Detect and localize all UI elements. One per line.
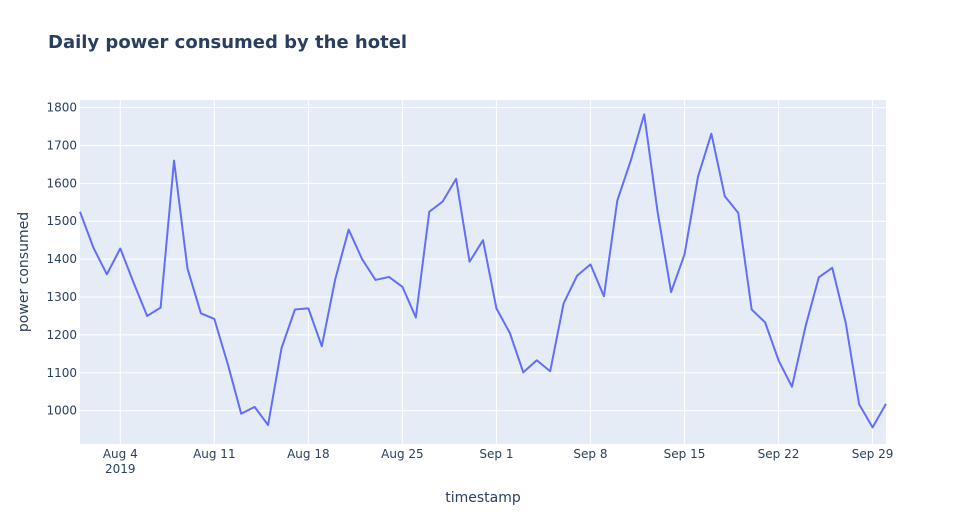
x-tick-label: Sep 15 — [664, 447, 706, 461]
y-tick-label: 1200 — [46, 328, 77, 342]
y-tick-label: 1700 — [46, 138, 77, 152]
plot-area — [80, 100, 886, 444]
y-tick-label: 1800 — [46, 101, 77, 115]
y-tick-label: 1300 — [46, 290, 77, 304]
y-axis-ticks: 1000 1100 1200 1300 1400 1500 1600 1700 1800 — [46, 101, 77, 418]
x-tick-label: Aug 11 — [193, 447, 236, 461]
x-tick-label: Sep 29 — [852, 447, 894, 461]
x-tick-label: Aug 25 — [381, 447, 424, 461]
series-line — [79, 113, 887, 429]
x-tick-label: Sep 1 — [479, 447, 513, 461]
y-tick-label: 1100 — [46, 366, 77, 380]
chart-title: Daily power consumed by the hotel — [48, 32, 408, 53]
x-tick-label: Aug 4 — [103, 447, 138, 461]
y-axis-title: power consumed — [16, 212, 32, 332]
x-tick-label: Sep 8 — [573, 447, 607, 461]
y-tick-label: 1500 — [46, 214, 77, 228]
x-tick-year-label: 2019 — [105, 462, 136, 476]
x-tick-label: Aug 18 — [287, 447, 330, 461]
x-tick-label: Sep 22 — [758, 447, 800, 461]
y-tick-label: 1400 — [46, 252, 77, 266]
grid-lines — [80, 100, 886, 444]
y-tick-label: 1600 — [46, 176, 77, 190]
y-tick-label: 1000 — [46, 404, 77, 418]
x-axis-title: timestamp — [445, 490, 521, 506]
